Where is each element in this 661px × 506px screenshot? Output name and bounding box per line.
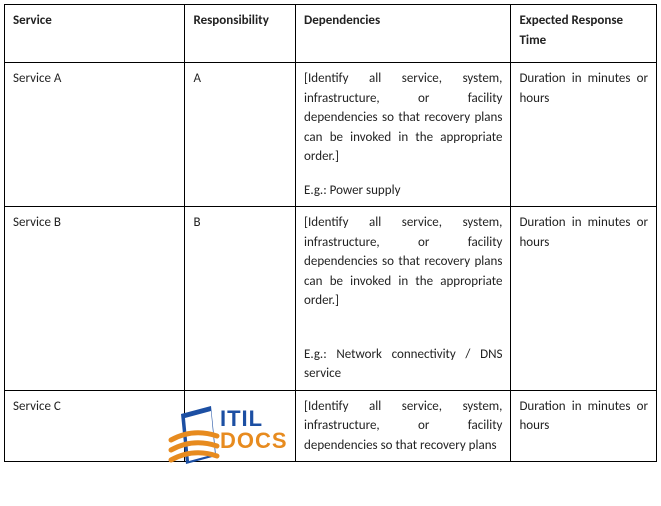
dependencies-note: [Identify all service, system, infrastru… xyxy=(304,213,502,311)
col-responsibility-label: Responsibility xyxy=(193,11,287,37)
cell-dependencies: [Identify all service, system, infrastru… xyxy=(296,63,511,207)
table-header-row: Service Responsibility Dependencies Expe… xyxy=(5,5,657,63)
response-time-text: Duration in minutes or hours xyxy=(519,213,648,252)
col-response-time: Expected Response Time xyxy=(511,5,657,63)
col-responsibility: Responsibility xyxy=(185,5,296,63)
dependencies-note: [Identify all service, system, infrastru… xyxy=(304,69,502,167)
col-response-time-label: Expected Response Time xyxy=(519,11,648,56)
dependencies-note: [Identify all service, system, infrastru… xyxy=(304,397,502,456)
cell-response-time: Duration in minutes or hours xyxy=(511,207,657,391)
cell-responsibility xyxy=(185,390,296,462)
cell-service: Service C xyxy=(5,390,185,462)
col-dependencies-label: Dependencies xyxy=(304,11,502,37)
table-row: Service B B [Identify all service, syste… xyxy=(5,207,657,391)
cell-dependencies: [Identify all service, system, infrastru… xyxy=(296,390,511,462)
cell-response-time: Duration in minutes or hours xyxy=(511,390,657,462)
cell-responsibility: A xyxy=(185,63,296,207)
cell-response-time: Duration in minutes or hours xyxy=(511,63,657,207)
response-time-text: Duration in minutes or hours xyxy=(519,397,648,436)
table-row: Service A A [Identify all service, syste… xyxy=(5,63,657,207)
dependencies-example: E.g.: Power supply xyxy=(304,181,502,201)
services-table: Service Responsibility Dependencies Expe… xyxy=(4,4,657,462)
dependencies-example: E.g.: Network connectivity / DNS service xyxy=(304,345,502,384)
cell-responsibility: B xyxy=(185,207,296,391)
response-time-text: Duration in minutes or hours xyxy=(519,69,648,108)
table-row: Service C [Identify all service, system,… xyxy=(5,390,657,462)
cell-service: Service A xyxy=(5,63,185,207)
cell-dependencies: [Identify all service, system, infrastru… xyxy=(296,207,511,391)
col-service-label: Service xyxy=(13,11,176,37)
col-service: Service xyxy=(5,5,185,63)
cell-service: Service B xyxy=(5,207,185,391)
col-dependencies: Dependencies xyxy=(296,5,511,63)
